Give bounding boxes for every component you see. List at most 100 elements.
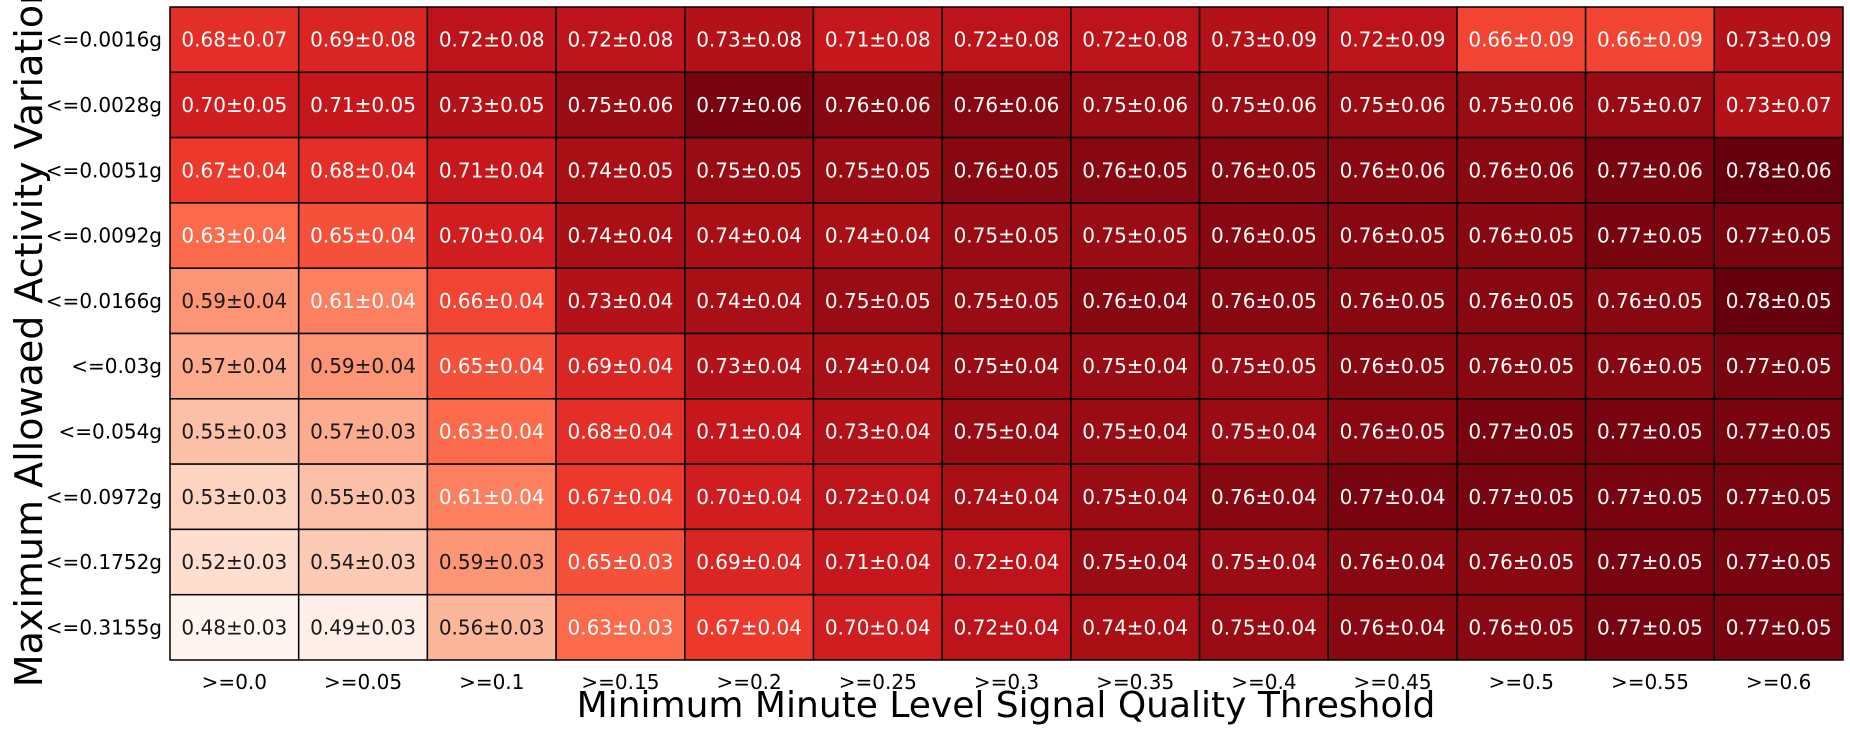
heatmap-cell-label: 0.65±0.04 — [310, 224, 416, 248]
heatmap-cell — [426, 71, 557, 139]
heatmap-cell — [1070, 6, 1201, 74]
heatmap-cell-label: 0.76±0.05 — [1340, 419, 1446, 443]
heatmap-cell — [684, 593, 815, 661]
heatmap-cell — [1198, 332, 1329, 400]
heatmap-cell — [941, 463, 1072, 531]
heatmap-cell-label: 0.76±0.05 — [1211, 289, 1317, 313]
heatmap-cell-label: 0.75±0.05 — [954, 289, 1060, 313]
heatmap-cell — [1584, 593, 1716, 661]
heatmap-cell-label: 0.75±0.06 — [1211, 93, 1317, 117]
heatmap-cell-label: 0.63±0.04 — [439, 419, 545, 443]
heatmap-cell-label: 0.77±0.05 — [1597, 550, 1703, 574]
heatmap-cell-label: 0.61±0.04 — [310, 289, 416, 313]
heatmap-cell — [684, 332, 815, 400]
x-tick-label: >=0.2 — [716, 670, 781, 694]
heatmap-cell-label: 0.68±0.04 — [310, 158, 416, 182]
heatmap-cell-label: 0.75±0.05 — [954, 224, 1060, 248]
heatmap-cell — [1584, 267, 1716, 335]
heatmap-cell-label: 0.75±0.06 — [568, 93, 674, 117]
heatmap-cell-label: 0.69±0.04 — [568, 354, 674, 378]
heatmap-cell-label: 0.72±0.09 — [1340, 28, 1446, 52]
heatmap-cell-label: 0.73±0.09 — [1726, 28, 1832, 52]
heatmap-cell-label: 0.77±0.05 — [1468, 485, 1574, 509]
heatmap-cell-label: 0.74±0.04 — [696, 289, 802, 313]
heatmap-cell — [1327, 136, 1458, 204]
heatmap-cell-label: 0.74±0.04 — [696, 224, 802, 248]
heatmap-cell — [1713, 463, 1844, 531]
heatmap-cell — [297, 267, 429, 335]
heatmap-cell-label: 0.63±0.04 — [181, 224, 287, 248]
heatmap-cell-label: 0.74±0.04 — [825, 354, 931, 378]
heatmap-cell — [426, 6, 557, 74]
heatmap-cell-label: 0.75±0.04 — [1082, 354, 1188, 378]
heatmap-cell — [812, 593, 943, 661]
y-tick-label: <=0.0028g — [46, 93, 162, 117]
x-tick-label: >=0.1 — [459, 670, 524, 694]
heatmap-cell-label: 0.75±0.04 — [1082, 550, 1188, 574]
heatmap-cell — [1327, 398, 1458, 465]
heatmap-cell — [1070, 71, 1201, 139]
heatmap-cell — [169, 528, 300, 596]
heatmap-cell-label: 0.76±0.06 — [825, 93, 931, 117]
heatmap-cell — [1198, 398, 1329, 465]
heatmap-cell — [169, 202, 300, 269]
heatmap-cell-label: 0.67±0.04 — [568, 485, 674, 509]
heatmap-cell-label: 0.77±0.06 — [1597, 158, 1703, 182]
heatmap-cell — [169, 267, 300, 335]
heatmap-cell-label: 0.75±0.05 — [825, 289, 931, 313]
heatmap-cell — [169, 398, 300, 465]
heatmap-cell-label: 0.75±0.05 — [825, 158, 931, 182]
heatmap-cell — [555, 528, 686, 596]
heatmap-cell-label: 0.77±0.05 — [1468, 419, 1574, 443]
heatmap-cell-label: 0.78±0.06 — [1726, 158, 1832, 182]
heatmap-cell-label: 0.56±0.03 — [439, 615, 545, 639]
heatmap-cell-label: 0.72±0.08 — [954, 28, 1060, 52]
heatmap-cell-label: 0.75±0.04 — [1211, 550, 1317, 574]
heatmap-cell — [1456, 463, 1587, 531]
heatmap-cell-label: 0.77±0.05 — [1726, 550, 1832, 574]
heatmap-cell-label: 0.69±0.04 — [696, 550, 802, 574]
heatmap-cell — [1456, 136, 1587, 204]
heatmap-cell — [297, 6, 429, 74]
heatmap-cell-label: 0.74±0.04 — [825, 224, 931, 248]
heatmap-cell-label: 0.68±0.04 — [568, 419, 674, 443]
heatmap-cell-label: 0.73±0.08 — [696, 28, 802, 52]
heatmap-cell-label: 0.68±0.07 — [181, 28, 287, 52]
heatmap-cell — [1456, 593, 1587, 661]
heatmap-cell-label: 0.76±0.05 — [954, 158, 1060, 182]
heatmap-cell-label: 0.71±0.04 — [439, 158, 545, 182]
heatmap-cell-label: 0.55±0.03 — [310, 485, 416, 509]
y-axis-label: Maximum Allowaed Activity Variation — [7, 0, 51, 687]
heatmap-cells: 0.68±0.07 0.69±0.08 0.72±0.08 0.72±0.08 0.73… — [169, 6, 1844, 661]
heatmap-cell — [555, 398, 686, 465]
heatmap-cell-label: 0.73±0.04 — [696, 354, 802, 378]
heatmap-cell — [1198, 593, 1329, 661]
heatmap-cell — [1198, 528, 1329, 596]
y-tick-label: <=0.0016g — [46, 28, 162, 52]
x-tick-label: >=0.4 — [1231, 670, 1296, 694]
heatmap-cell-label: 0.54±0.03 — [310, 550, 416, 574]
heatmap-cell-label: 0.69±0.08 — [310, 28, 416, 52]
heatmap-cell — [1584, 332, 1716, 400]
heatmap-cell — [1327, 202, 1458, 269]
heatmap-cell-label: 0.72±0.04 — [954, 615, 1060, 639]
heatmap-cell — [169, 593, 300, 661]
heatmap-cell-label: 0.77±0.05 — [1597, 224, 1703, 248]
heatmap-cell-label: 0.59±0.03 — [439, 550, 545, 574]
heatmap-cell-label: 0.76±0.05 — [1340, 289, 1446, 313]
heatmap-cell-label: 0.55±0.03 — [181, 419, 287, 443]
heatmap-cell — [812, 6, 943, 74]
heatmap-cell — [1456, 332, 1587, 400]
heatmap-cell-label: 0.77±0.05 — [1597, 615, 1703, 639]
heatmap-cell — [684, 398, 815, 465]
heatmap-cell-label: 0.66±0.09 — [1468, 28, 1574, 52]
heatmap-cell-label: 0.76±0.04 — [1211, 485, 1317, 509]
heatmap-cell — [297, 332, 429, 400]
heatmap-cell-label: 0.67±0.04 — [181, 158, 287, 182]
heatmap-cell — [941, 71, 1072, 139]
x-tick-label: >=0.6 — [1746, 670, 1811, 694]
heatmap-cell-label: 0.72±0.08 — [439, 28, 545, 52]
heatmap-cell-label: 0.74±0.04 — [954, 485, 1060, 509]
y-tick-label: <=0.03g — [71, 354, 162, 378]
heatmap-cell — [1456, 528, 1587, 596]
